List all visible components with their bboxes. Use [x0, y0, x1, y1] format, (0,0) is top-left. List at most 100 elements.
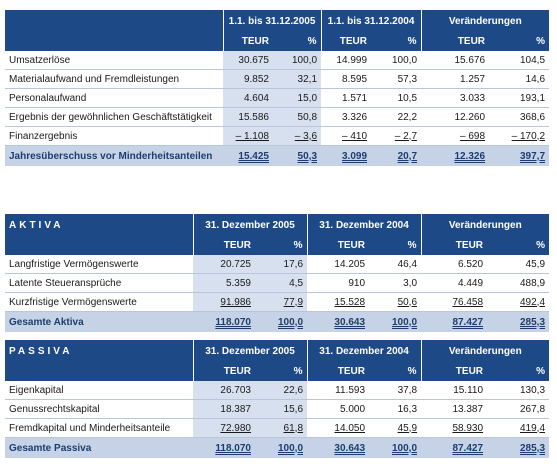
- cell: 30.675: [223, 51, 273, 70]
- period-header: 31. Dezember 2004: [306, 214, 422, 236]
- cell: 3.326: [321, 107, 372, 127]
- cell: 5.000: [307, 399, 370, 419]
- cell: 267,8: [487, 399, 550, 419]
- subheader: %: [293, 366, 303, 377]
- subheader: %: [407, 36, 417, 47]
- cell: 14.050: [334, 422, 366, 434]
- cell: 15.528: [334, 296, 366, 308]
- subheader: TEUR: [306, 362, 370, 381]
- row-label: Eigenkapital: [5, 381, 193, 400]
- subheader: TEUR: [320, 32, 372, 51]
- cell: 45,9: [487, 255, 550, 274]
- cell: 488,9: [487, 273, 550, 293]
- subheader: %: [307, 36, 317, 47]
- total-label: Gesamte Passiva: [5, 437, 193, 458]
- cell: 15.676: [421, 51, 490, 70]
- subheader: %: [536, 36, 546, 47]
- cell: – 170,2: [511, 130, 546, 142]
- cell: 14.999: [321, 51, 372, 70]
- cell: 50,6: [397, 296, 418, 308]
- total-cell: 100,0: [277, 442, 304, 454]
- cell: 910: [307, 273, 370, 293]
- subheader: TEUR: [420, 362, 488, 381]
- total-cell: 118.070: [215, 442, 251, 454]
- cell: 492,4: [520, 296, 546, 308]
- row-label: Genussrechtskapital: [5, 399, 193, 419]
- cell: 18.387: [193, 399, 255, 419]
- table-row: Latente Steueransprüche 5.359 4,5 910 3,…: [5, 273, 550, 293]
- header-blank: [5, 236, 193, 255]
- cell: 72.980: [220, 422, 251, 434]
- cell: 15,0: [273, 88, 322, 108]
- table-row: Eigenkapital 26.703 22,6 11.593 37,8 15.…: [5, 381, 550, 400]
- subheader: TEUR: [420, 32, 490, 51]
- cell: 26.703: [193, 381, 255, 400]
- assets-table: AKTIVA 31. Dezember 2005 31. Dezember 20…: [5, 214, 550, 332]
- table-row: Genussrechtskapital 18.387 15,6 5.000 16…: [5, 399, 550, 419]
- total-row: Jahresüberschuss vor Minderheitsanteilen…: [5, 145, 550, 166]
- cell: 32,1: [273, 69, 322, 89]
- table-row: Langfristige Vermögenswerte 20.725 17,6 …: [5, 255, 550, 274]
- cell: 1.571: [321, 88, 372, 108]
- row-label: Materialaufwand und Fremdleistungen: [5, 69, 223, 89]
- period-header: Veränderungen: [420, 340, 550, 362]
- total-cell: 100,0: [392, 442, 418, 454]
- cell: 15.586: [223, 107, 273, 127]
- cell: 1.257: [421, 69, 490, 89]
- cell: 100,0: [371, 51, 422, 70]
- period-header: 1.1. bis 31.12.2005: [222, 10, 322, 32]
- cell: 58.930: [452, 422, 484, 434]
- total-cell: 100,0: [392, 316, 418, 328]
- cell: 4.449: [421, 273, 488, 293]
- cell: – 1.108: [235, 130, 269, 142]
- cell: 193,1: [489, 88, 550, 108]
- table-row: Ergebnis der gewöhnlichen Geschäftstätig…: [5, 107, 550, 127]
- total-cell: 118.070: [215, 316, 251, 328]
- cell: – 698: [460, 130, 486, 142]
- cell: 57,3: [371, 69, 422, 89]
- subheader: %: [536, 240, 546, 251]
- total-row: Gesamte Passiva 118.070 100,0 30.643 100…: [5, 437, 550, 458]
- period-header: 31. Dezember 2005: [192, 340, 308, 362]
- period-header: Veränderungen: [420, 214, 550, 236]
- cell: 45,9: [397, 422, 418, 434]
- cell: 77,9: [283, 296, 304, 308]
- total-cell: 100,0: [277, 316, 304, 328]
- subheader: TEUR: [420, 236, 488, 255]
- cell: 37,8: [369, 381, 422, 400]
- cell: 61,8: [283, 422, 304, 434]
- cell: 4,5: [255, 273, 308, 293]
- table-row: Finanzergebnis – 1.108 – 3,6 – 410 – 2,7…: [5, 126, 550, 146]
- cell: 22,2: [371, 107, 422, 127]
- total-cell: 30.643: [334, 316, 366, 328]
- row-label: Kurzfristige Vermögenswerte: [5, 292, 193, 312]
- cell: 14.205: [307, 255, 370, 274]
- subheader: %: [536, 366, 546, 377]
- total-label: Jahresüberschuss vor Minderheitsanteilen: [5, 145, 223, 166]
- subheader: TEUR: [306, 236, 370, 255]
- period-header: 31. Dezember 2005: [192, 214, 308, 236]
- total-cell: 20,7: [397, 150, 418, 162]
- header-blank: [5, 10, 223, 32]
- cell: 130,3: [487, 381, 550, 400]
- cell: 368,6: [489, 107, 550, 127]
- cell: 3,0: [369, 273, 422, 293]
- cell: 15,6: [255, 399, 308, 419]
- table-row: Materialaufwand und Fremdleistungen 9.85…: [5, 69, 550, 89]
- cell: 5.359: [193, 273, 255, 293]
- cell: 10,5: [371, 88, 422, 108]
- total-cell: 285,3: [520, 442, 546, 454]
- income-statement-table: 1.1. bis 31.12.2005 1.1. bis 31.12.2004 …: [5, 10, 550, 166]
- cell: – 2,7: [394, 130, 418, 142]
- cell: 9.852: [223, 69, 273, 89]
- cell: 15.110: [421, 381, 488, 400]
- cell: – 410: [341, 130, 368, 142]
- row-label: Umsatzerlöse: [5, 51, 223, 70]
- period-header: 1.1. bis 31.12.2004: [320, 10, 422, 32]
- row-label: Langfristige Vermögenswerte: [5, 255, 193, 274]
- cell: 100,0: [273, 51, 322, 70]
- total-cell: 87.427: [452, 316, 484, 328]
- cell: 76.458: [452, 296, 484, 308]
- subheader: %: [293, 240, 303, 251]
- cell: 16,3: [369, 399, 422, 419]
